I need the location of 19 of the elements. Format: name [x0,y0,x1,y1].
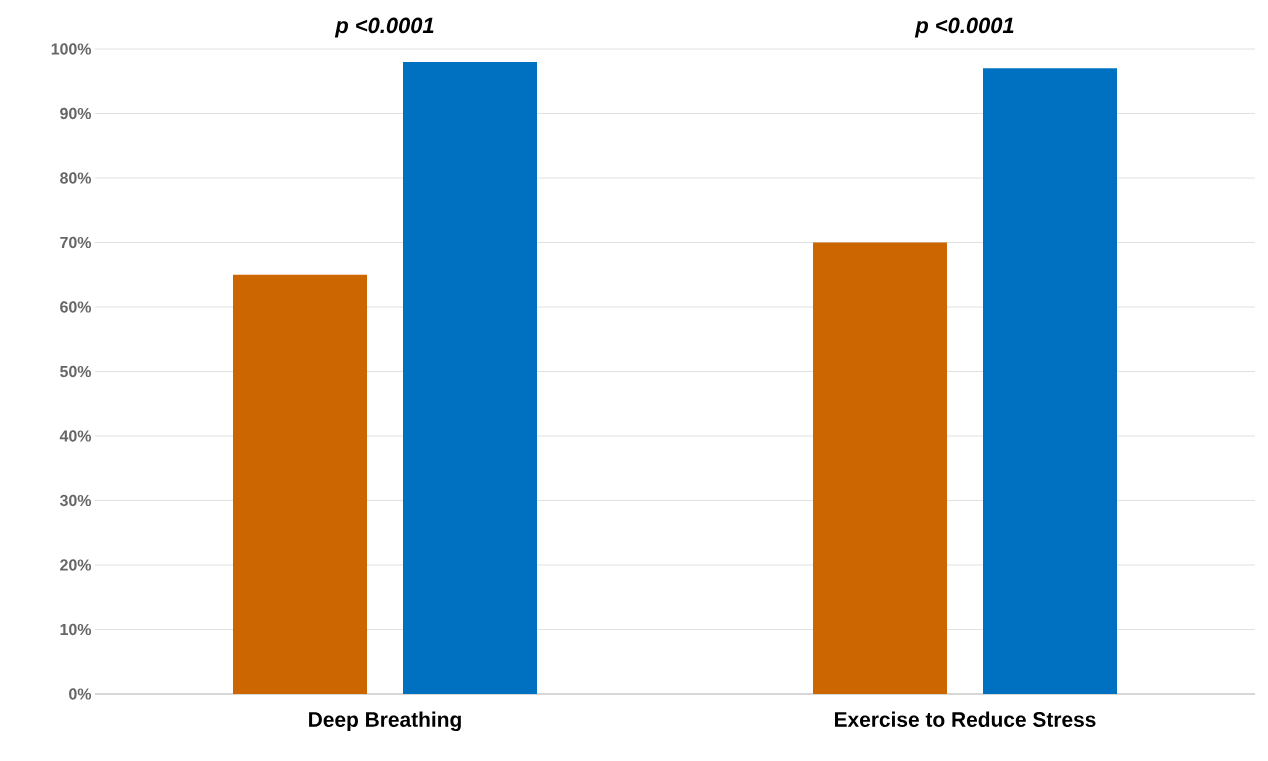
y-tick-label: 50% [60,365,92,378]
y-tick-label: 30% [59,494,92,507]
text: p <0.0001 [914,17,1014,38]
y-tick-label: 40% [59,430,92,442]
bar [403,61,537,694]
text: p <0.0001 [334,17,434,38]
bar [233,274,367,694]
y-tick-label: 60% [60,301,92,313]
y-tick-label: 70% [60,236,92,249]
y-tick-label: 10% [60,623,92,636]
x-tick-label: Deep Breathing [309,711,461,732]
y-tick-label: 80% [60,172,92,184]
bar [813,242,947,694]
y-tick-label: 90% [60,107,92,120]
y-tick-label: 100% [51,43,92,55]
y-tick-label: 0% [69,688,92,700]
x-tick-label: Exercise to Reduce Stress [835,711,1096,727]
y-tick-label: 20% [60,559,92,571]
bar [983,68,1117,694]
